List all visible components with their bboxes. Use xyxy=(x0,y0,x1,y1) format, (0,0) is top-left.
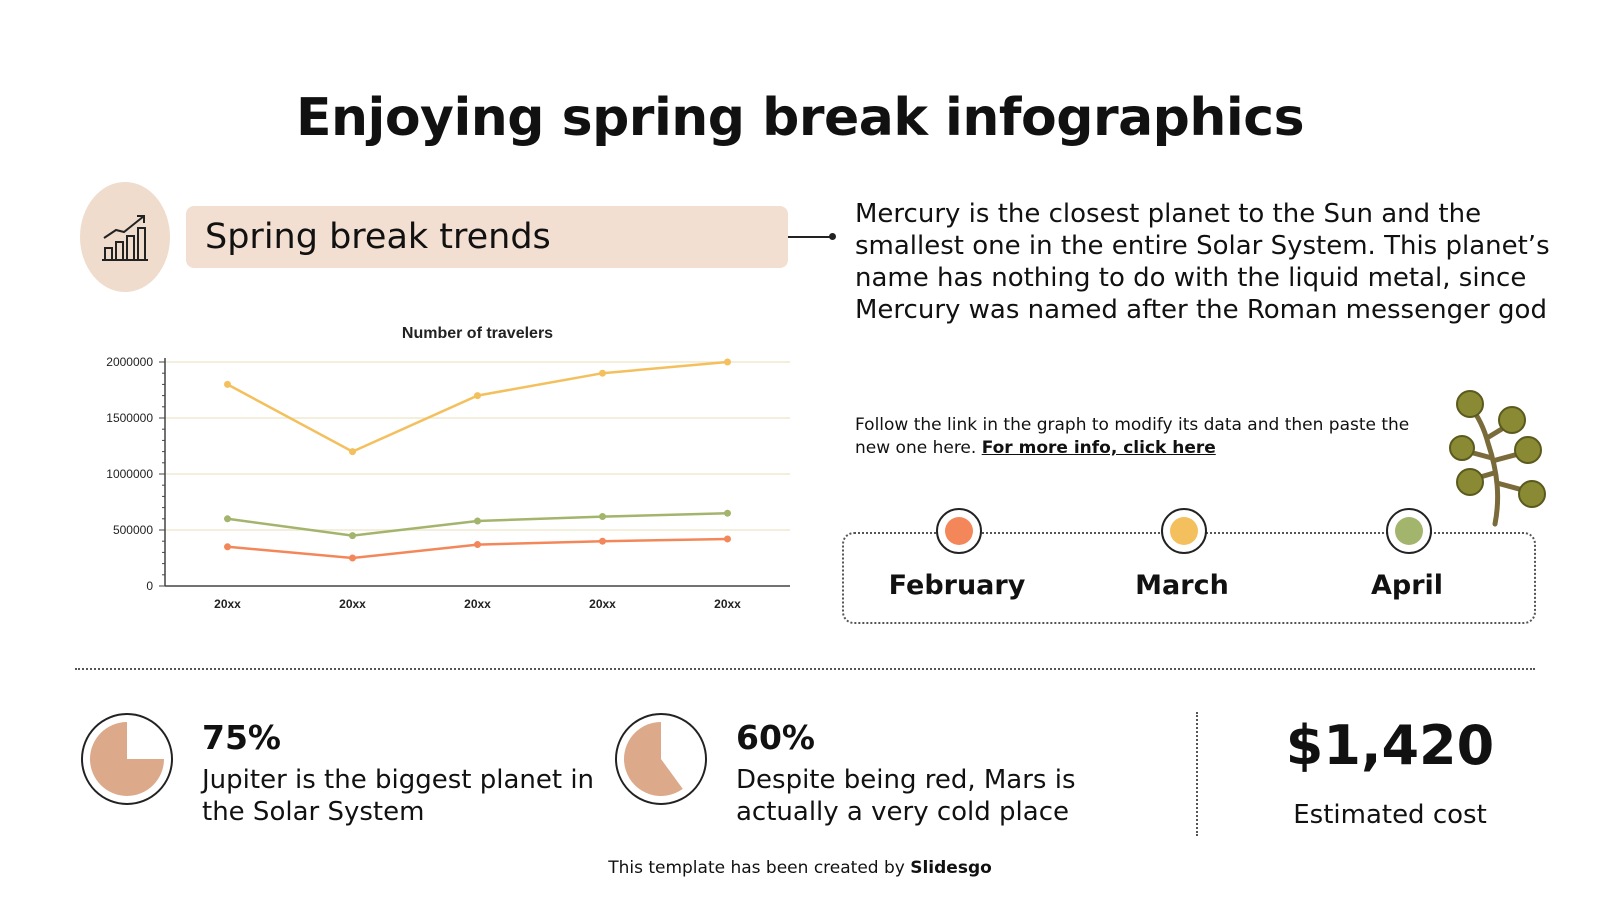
series-point-3 xyxy=(474,541,481,549)
olive-branch-icon xyxy=(1440,388,1550,532)
x-tick-label: 20xx xyxy=(339,597,366,611)
series-point-1 xyxy=(474,392,481,400)
note-body: Follow the link in the graph to modify i… xyxy=(855,415,1410,458)
stat-text-2: Despite being red, Mars is actually a ve… xyxy=(736,765,1076,827)
february-dot xyxy=(936,508,982,554)
divider-horizontal xyxy=(75,668,1535,670)
x-tick-label: 20xx xyxy=(214,597,241,611)
month-label-february: February xyxy=(888,570,1026,601)
pie-60-icon xyxy=(614,712,708,806)
march-dot-fill xyxy=(1170,517,1198,545)
y-tick-label: 0 xyxy=(146,579,153,593)
y-tick-label: 1500000 xyxy=(106,411,153,425)
series-point-1 xyxy=(724,358,731,366)
pie-60-slice xyxy=(623,722,683,796)
series-point-2 xyxy=(599,513,606,521)
divider-vertical xyxy=(1196,712,1198,836)
x-tick-label: 20xx xyxy=(464,597,491,611)
february-dot-fill xyxy=(945,517,973,545)
series-point-3 xyxy=(224,543,231,551)
series-point-1 xyxy=(349,448,356,456)
cost-label: Estimated cost xyxy=(1293,800,1487,830)
cost-value: $1,420 xyxy=(1285,714,1495,777)
more-info-link[interactable]: For more info, click here xyxy=(981,438,1216,458)
x-tick-label: 20xx xyxy=(589,597,616,611)
note-text: Follow the link in the graph to modify i… xyxy=(855,414,1415,460)
april-dot-fill xyxy=(1395,517,1423,545)
bar-chart-trend-icon xyxy=(102,215,148,261)
footer-text: This template has been created by xyxy=(608,858,911,878)
x-tick-label: 20xx xyxy=(714,597,741,611)
pie-75-slice xyxy=(90,722,164,796)
y-tick-label: 500000 xyxy=(113,523,153,537)
series-point-1 xyxy=(224,380,231,388)
chart-title: Number of travelers xyxy=(402,325,553,342)
month-label-april: April xyxy=(1370,570,1444,601)
series-point-3 xyxy=(724,535,731,543)
pie-75-icon xyxy=(80,712,174,806)
connector-line xyxy=(788,236,832,238)
trend-label: Spring break trends xyxy=(205,217,551,257)
page-title: Enjoying spring break infographics xyxy=(295,88,1305,148)
month-label-march: March xyxy=(1135,570,1229,601)
stat-value-1: 75% xyxy=(202,718,281,757)
y-tick-label: 1000000 xyxy=(106,467,153,481)
description-text: Mercury is the closest planet to the Sun… xyxy=(855,199,1550,325)
series-point-2 xyxy=(349,532,356,540)
series-point-2 xyxy=(474,517,481,525)
travelers-line-chart: Number of travelers 0 500000 1000000 1500000… xyxy=(106,325,790,611)
series-point-2 xyxy=(224,515,231,523)
footer-credit: This template has been created by Slides… xyxy=(0,858,1600,878)
series-line-1 xyxy=(226,360,728,453)
march-dot xyxy=(1161,508,1207,554)
series-point-1 xyxy=(599,369,606,377)
footer-brand: Slidesgo xyxy=(910,858,992,878)
series-point-2 xyxy=(724,509,731,517)
series-point-3 xyxy=(349,554,356,562)
connector-dot xyxy=(829,233,836,240)
series-point-3 xyxy=(599,537,606,545)
april-dot xyxy=(1386,508,1432,554)
stat-text-1: Jupiter is the biggest planet in the Sol… xyxy=(202,765,595,827)
trend-icon-circle xyxy=(80,182,170,292)
y-tick-label: 2000000 xyxy=(106,355,153,369)
stat-value-2: 60% xyxy=(736,718,815,757)
trend-label-box xyxy=(186,206,788,268)
